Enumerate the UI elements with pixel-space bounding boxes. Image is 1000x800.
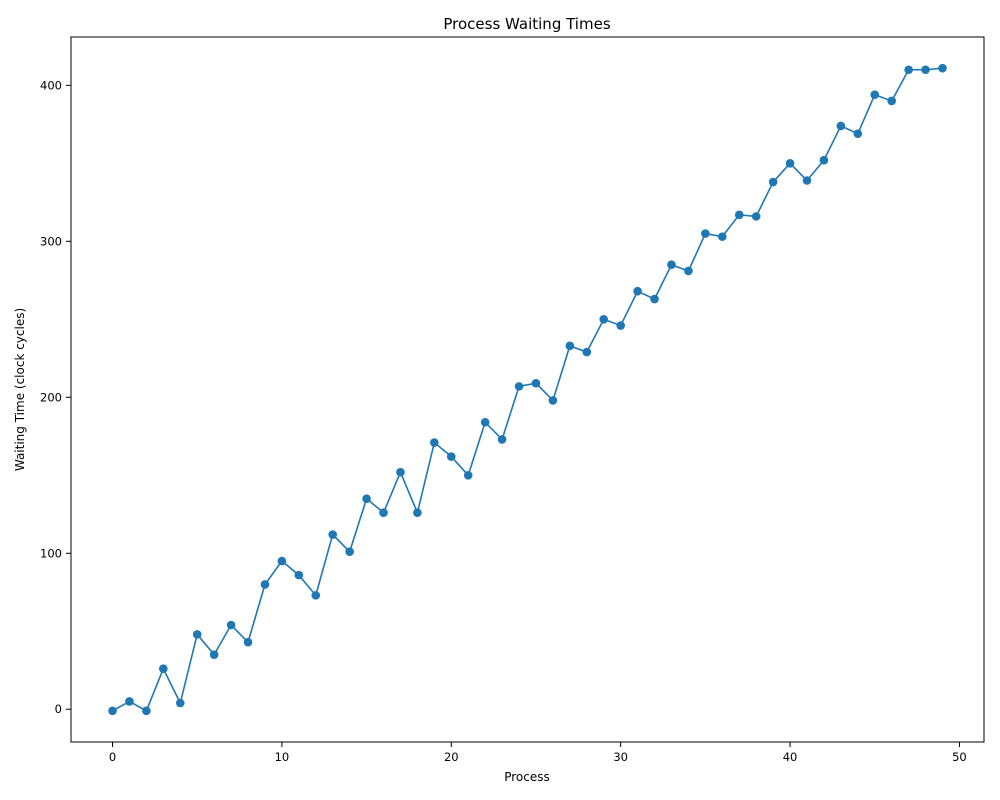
- data-point: [311, 591, 321, 600]
- data-point: [582, 347, 592, 357]
- data-point: [751, 212, 761, 221]
- x-tick-label: 20: [444, 750, 459, 764]
- data-point: [294, 570, 304, 580]
- y-axis: 0 100 200 300 400: [40, 78, 71, 716]
- data-point: [209, 650, 219, 659]
- data-point: [277, 556, 287, 566]
- data-point: [599, 315, 609, 324]
- data-point: [379, 508, 388, 518]
- data-point: [480, 417, 490, 427]
- data-point: [514, 382, 524, 391]
- x-axis-label: Process: [504, 770, 550, 784]
- data-point: [125, 697, 134, 706]
- x-tick-label: 50: [952, 750, 967, 764]
- data-point: [853, 129, 863, 139]
- data-point: [616, 321, 625, 330]
- data-point: [684, 266, 693, 276]
- data-point: [701, 229, 710, 238]
- data-point: [921, 65, 930, 75]
- y-tick-label: 0: [55, 702, 62, 716]
- plot-frame: [70, 36, 985, 743]
- data-point: [548, 396, 558, 405]
- data-point: [260, 580, 270, 589]
- data-point: [413, 508, 422, 518]
- data-point: [819, 155, 829, 165]
- data-point: [192, 630, 202, 639]
- data-point: [667, 260, 676, 270]
- data-point: [108, 706, 117, 716]
- x-tick-label: 30: [613, 750, 628, 764]
- data-point: [650, 294, 659, 304]
- y-axis-label: Waiting Time (clock cycles): [13, 308, 27, 471]
- data-point: [785, 159, 795, 168]
- data-point: [887, 96, 896, 106]
- data-point: [802, 176, 812, 185]
- data-point: [430, 438, 439, 447]
- data-point: [328, 530, 338, 539]
- x-tick-label: 0: [109, 750, 116, 764]
- y-tick-label: 200: [40, 390, 62, 404]
- data-point: [870, 90, 880, 100]
- data-points: [108, 63, 947, 716]
- data-point: [362, 494, 371, 503]
- data-point: [226, 620, 236, 630]
- y-tick-label: 300: [40, 234, 62, 248]
- data-point: [768, 177, 778, 187]
- data-point: [142, 706, 151, 716]
- chart-title: Process Waiting Times: [443, 15, 610, 33]
- x-tick-label: 40: [783, 750, 798, 764]
- data-point: [531, 378, 541, 388]
- series-line: [112, 67, 943, 712]
- x-tick-label: 10: [275, 750, 290, 764]
- data-point: [463, 470, 473, 480]
- data-point: [396, 467, 405, 477]
- data-point: [938, 63, 947, 73]
- data-point: [734, 210, 744, 220]
- data-point: [243, 637, 253, 647]
- data-point: [717, 232, 727, 241]
- y-tick-label: 400: [40, 78, 62, 92]
- data-point: [446, 452, 456, 461]
- data-point: [904, 65, 913, 75]
- x-axis: 0 10 20 30 40 50: [109, 742, 967, 764]
- y-tick-label: 100: [40, 546, 62, 560]
- data-point: [633, 286, 642, 296]
- data-point: [836, 121, 846, 131]
- data-point: [497, 435, 507, 444]
- data-point: [159, 664, 168, 673]
- data-point: [345, 547, 354, 557]
- data-point: [565, 341, 575, 351]
- data-point: [175, 698, 185, 708]
